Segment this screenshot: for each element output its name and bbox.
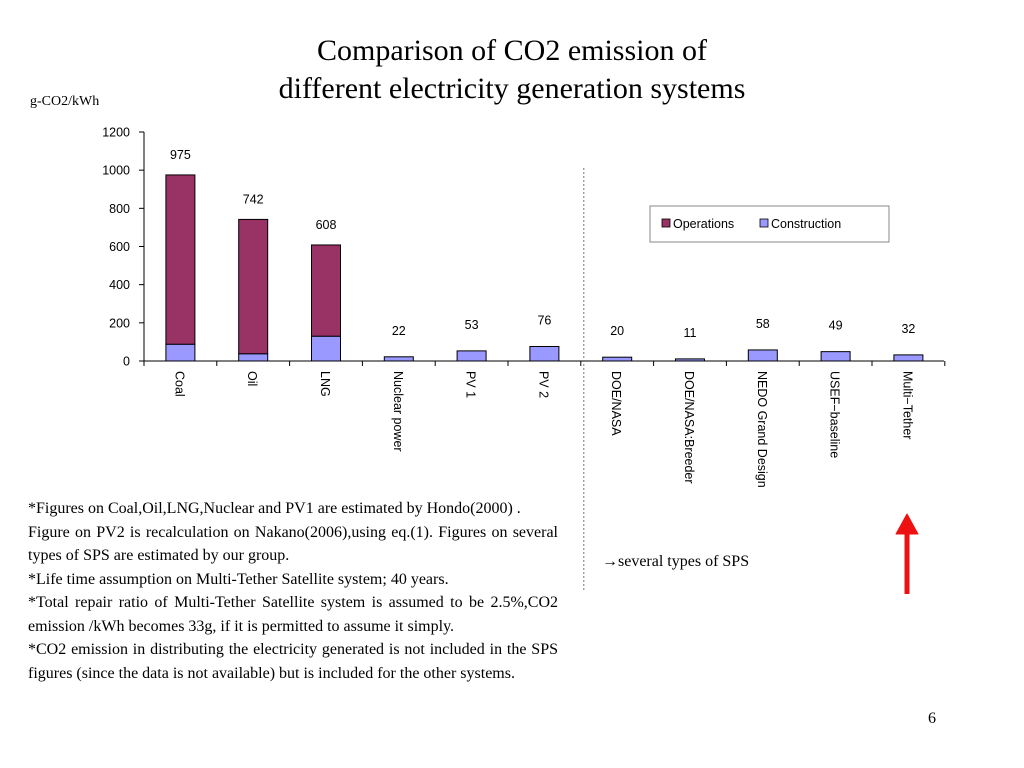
data-label: 608 (316, 218, 337, 232)
x-category-label: Multi−Tether (900, 371, 914, 439)
data-label: 53 (465, 318, 479, 332)
x-category-label: PV 2 (536, 371, 550, 398)
x-category-label: DOE/NASA (609, 371, 623, 436)
data-label: 32 (901, 322, 915, 336)
footnote: *Life time assumption on Multi-Tether Sa… (28, 570, 449, 588)
y-tick-label: 800 (109, 202, 130, 216)
bar-construction (165, 343, 196, 362)
y-tick-label: 200 (109, 316, 130, 330)
bar-construction (456, 350, 487, 362)
bar-construction (383, 356, 414, 362)
data-label: 49 (829, 319, 843, 333)
data-label: 58 (756, 317, 770, 331)
legend-swatch-construction (759, 218, 769, 228)
page-number: 6 (928, 710, 936, 727)
data-label: 11 (684, 326, 697, 340)
x-category-label: LNG (318, 371, 332, 397)
y-tick-label: 400 (109, 278, 130, 292)
footnote: Figure on PV2 is recalculation on Nakano… (28, 523, 558, 565)
slide-title: Comparison of CO2 emission of different … (0, 32, 1024, 108)
legend-label-operations: Operations (673, 217, 734, 231)
x-category-label: Oil (245, 371, 259, 386)
x-category-label: USEF−baseline (828, 371, 842, 458)
x-category-label: DOE/NASA:Breeder (682, 371, 696, 484)
y-tick-label: 600 (109, 240, 130, 254)
data-label: 76 (537, 313, 551, 327)
legend-swatch-operations (661, 218, 671, 228)
bar-construction (675, 358, 705, 362)
data-label: 20 (610, 324, 624, 338)
footnote: *CO2 emission in distributing the electr… (28, 641, 558, 682)
red-arrow-head-icon (895, 513, 919, 535)
title-line-1: Comparison of CO2 emission of (317, 34, 707, 67)
footnotes: *Figures on Coal,Oil,LNG,Nuclear and PV1… (28, 497, 558, 685)
bar-construction (747, 349, 778, 362)
data-label: 22 (392, 324, 406, 338)
x-category-label: NEDO Grand Design (755, 371, 769, 488)
title-line-2: different electricity generation systems (278, 72, 746, 105)
data-label: 742 (243, 192, 264, 206)
bar-construction (529, 345, 560, 362)
bar-construction (238, 353, 269, 362)
footnote: *Figures on Coal,Oil,LNG,Nuclear and PV1… (28, 500, 521, 517)
footnote: *Total repair ratio of Multi-Tether Sate… (28, 594, 558, 635)
legend-box (649, 205, 890, 243)
bar-operations (311, 244, 341, 337)
x-category-label: Coal (172, 371, 186, 397)
bar-operations (165, 174, 196, 345)
bar-construction (893, 354, 924, 362)
y-axis-unit-label: g-CO2/kWh (30, 94, 100, 109)
legend-label-construction: Construction (771, 217, 841, 231)
bar-construction (820, 351, 851, 362)
bar-operations (238, 218, 269, 355)
y-tick-label: 1200 (102, 126, 130, 140)
sps-annotation: →several types of SPS (602, 553, 750, 570)
data-label: 975 (170, 148, 191, 162)
bar-construction (602, 356, 633, 362)
bar-construction (311, 335, 341, 362)
x-category-label: PV 1 (464, 371, 478, 398)
y-tick-label: 0 (123, 355, 130, 369)
y-tick-label: 1000 (102, 164, 130, 178)
x-category-label: Nuclear power (391, 371, 405, 452)
